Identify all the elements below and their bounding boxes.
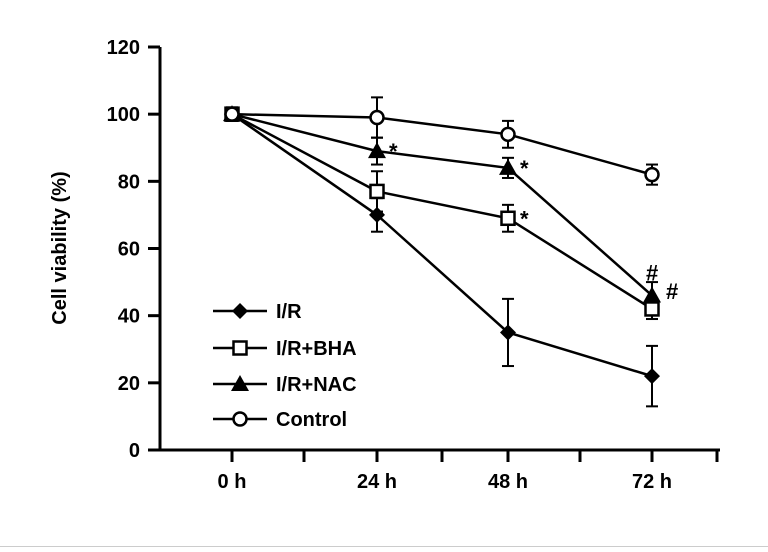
- annotation-i-r-bha-2: *: [520, 206, 529, 231]
- marker-triangle-filled: [231, 375, 249, 391]
- marker-circle-open: [224, 106, 240, 122]
- marker-square-open: [369, 183, 385, 200]
- annotation-i-r-nac-3: #: [646, 261, 658, 286]
- marker-triangle-filled: [368, 142, 386, 159]
- marker-diamond-filled: [644, 368, 660, 385]
- y-tick-label: 100: [107, 104, 140, 126]
- annotation-i-r-nac-2: *: [520, 156, 529, 181]
- legend-item-i-r: I/R: [213, 301, 302, 323]
- legend-label: I/R: [276, 301, 302, 323]
- series-line-control: [231, 112, 653, 176]
- marker-square-open: [500, 210, 516, 227]
- marker-diamond-filled: [232, 303, 248, 319]
- y-tick-label: 60: [118, 239, 140, 261]
- legend-item-i-r-nac: I/R+NAC: [213, 374, 357, 396]
- annotation-i-r-nac-1: *: [389, 139, 398, 164]
- marker-triangle-filled: [643, 286, 661, 303]
- legend-item-control: Control: [213, 409, 347, 431]
- y-tick-label: 0: [129, 440, 140, 462]
- x-tick-label: 48 h: [488, 471, 528, 493]
- y-tick-label: 20: [118, 373, 140, 395]
- legend-label: Control: [276, 409, 347, 431]
- series-line-i-r-nac: [231, 112, 653, 297]
- marker-square-open: [644, 301, 660, 317]
- annotation-i-r-bha-3: #: [666, 279, 678, 304]
- series-line-i-r: [231, 113, 653, 378]
- marker-circle-open: [644, 166, 660, 183]
- y-axis-title: Cell viability (%): [49, 171, 71, 324]
- x-tick-label: 72 h: [632, 471, 672, 493]
- y-tick-label: 40: [118, 306, 140, 328]
- x-tick-label: 0 h: [218, 471, 247, 493]
- legend-item-i-r-bha: I/R+BHA: [213, 338, 357, 360]
- y-tick-label: 80: [118, 171, 140, 193]
- page-divider: [0, 546, 768, 547]
- series-line-i-r-bha: [231, 113, 653, 311]
- marker-diamond-filled: [500, 324, 516, 341]
- marker-circle-open: [500, 126, 516, 143]
- marker-square-open: [232, 340, 248, 356]
- marker-diamond-filled: [369, 206, 385, 223]
- legend-label: I/R+BHA: [276, 338, 357, 360]
- marker-circle-open: [232, 411, 248, 427]
- marker-circle-open: [369, 109, 385, 126]
- y-tick-label: 120: [107, 37, 140, 59]
- marker-triangle-filled: [499, 158, 517, 175]
- x-tick-label: 24 h: [357, 471, 397, 493]
- legend-label: I/R+NAC: [276, 374, 357, 396]
